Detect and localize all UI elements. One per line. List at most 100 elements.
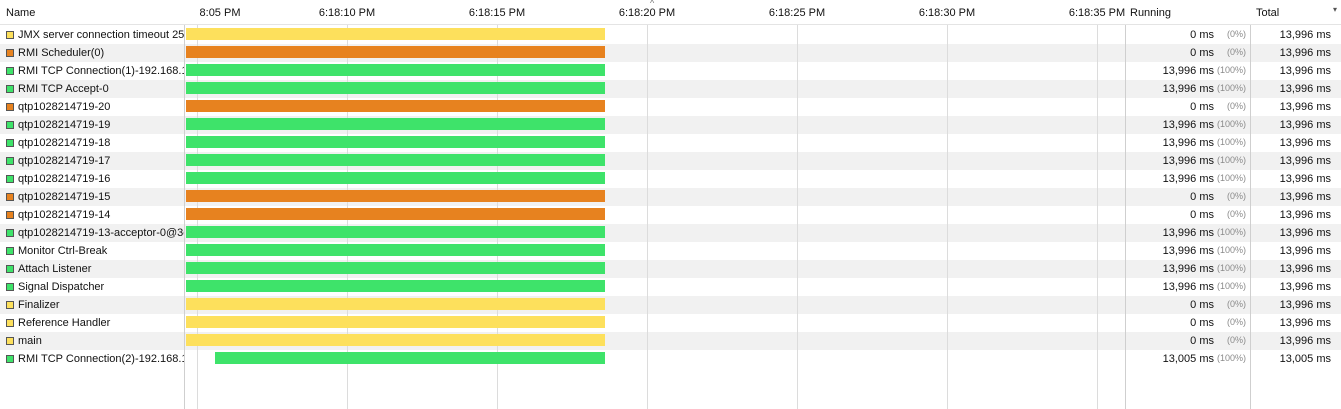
running-time: 13,996 ms <box>1162 83 1214 95</box>
thread-state-icon <box>6 283 14 291</box>
running-percent: (100%) <box>1216 281 1246 291</box>
running-time: 13,996 ms <box>1162 245 1214 257</box>
column-divider[interactable] <box>1125 24 1126 409</box>
thread-name-cell: qtp1028214719-14 <box>0 206 184 224</box>
thread-timeline-bar[interactable] <box>186 136 605 148</box>
total-time: 13,996 ms <box>1279 299 1331 311</box>
thread-timeline-bar[interactable] <box>186 298 605 310</box>
thread-row[interactable]: qtp1028214719-19 13,996 ms (100%) 13,996 ms <box>0 116 1341 134</box>
thread-row[interactable]: qtp1028214719-16 13,996 ms (100%) 13,996 ms <box>0 170 1341 188</box>
thread-state-icon <box>6 265 14 273</box>
thread-timeline-bar[interactable] <box>186 226 605 238</box>
thread-name-cell: qtp1028214719-18 <box>0 134 184 152</box>
thread-state-icon <box>6 301 14 309</box>
running-time: 0 ms <box>1190 191 1214 203</box>
thread-row[interactable]: Reference Handler 0 ms (0%) 13,996 ms <box>0 314 1341 332</box>
sort-descending-icon[interactable]: ▾ <box>1333 5 1338 14</box>
thread-name: JMX server connection timeout 25 <box>18 29 184 41</box>
thread-row[interactable]: qtp1028214719-17 13,996 ms (100%) 13,996 ms <box>0 152 1341 170</box>
thread-name-cell: RMI TCP Accept-0 <box>0 80 184 98</box>
thread-timeline-bar[interactable] <box>186 262 605 274</box>
running-time: 13,996 ms <box>1162 173 1214 185</box>
running-percent: (0%) <box>1226 101 1246 111</box>
thread-row[interactable]: qtp1028214719-20 0 ms (0%) 13,996 ms <box>0 98 1341 116</box>
thread-name-cell: RMI Scheduler(0) <box>0 44 184 62</box>
total-time: 13,996 ms <box>1279 119 1331 131</box>
thread-row[interactable]: Monitor Ctrl-Break 13,996 ms (100%) 13,996 … <box>0 242 1341 260</box>
thread-name: RMI TCP Connection(1)-192.168.1 <box>18 65 184 77</box>
thread-name-cell: qtp1028214719-16 <box>0 170 184 188</box>
thread-state-icon <box>6 319 14 327</box>
thread-timeline-bar[interactable] <box>186 280 605 292</box>
thread-name-cell: RMI TCP Connection(1)-192.168.1 <box>0 62 184 80</box>
time-tick-label: 6:18:15 PM <box>468 7 526 19</box>
name-column-header[interactable]: Name <box>6 7 36 19</box>
column-divider[interactable] <box>1250 24 1251 409</box>
thread-row[interactable]: RMI TCP Connection(2)-192.168.1 13,005 ms… <box>0 350 1341 368</box>
running-time: 13,996 ms <box>1162 263 1214 275</box>
thread-name-cell: qtp1028214719-15 <box>0 188 184 206</box>
thread-row[interactable]: RMI TCP Accept-0 13,996 ms (100%) 13,996 ms <box>0 80 1341 98</box>
total-time: 13,996 ms <box>1279 209 1331 221</box>
thread-name: main <box>18 335 42 347</box>
thread-timeline-bar[interactable] <box>186 82 605 94</box>
thread-name: RMI Scheduler(0) <box>18 47 105 59</box>
total-time: 13,996 ms <box>1279 227 1331 239</box>
total-column-header[interactable]: Total <box>1256 7 1280 19</box>
thread-timeline-bar[interactable] <box>186 316 605 328</box>
running-percent: (100%) <box>1216 83 1246 93</box>
total-time: 13,996 ms <box>1279 47 1331 59</box>
thread-timeline-bar[interactable] <box>186 118 605 130</box>
thread-name-cell: qtp1028214719-20 <box>0 98 184 116</box>
thread-row[interactable]: qtp1028214719-15 0 ms (0%) 13,996 ms <box>0 188 1341 206</box>
thread-row[interactable]: Finalizer 0 ms (0%) 13,996 ms <box>0 296 1341 314</box>
thread-timeline-bar[interactable] <box>186 190 605 202</box>
thread-timeline-bar[interactable] <box>186 334 605 346</box>
thread-name: qtp1028214719-18 <box>18 137 111 149</box>
running-column-header[interactable]: Running <box>1130 7 1171 19</box>
thread-timeline-bar[interactable] <box>186 154 605 166</box>
total-time: 13,996 ms <box>1279 281 1331 293</box>
total-time: 13,996 ms <box>1279 263 1331 275</box>
column-divider[interactable] <box>184 24 185 409</box>
thread-row[interactable]: JMX server connection timeout 25 0 ms (0%)… <box>0 26 1341 44</box>
thread-row[interactable]: RMI Scheduler(0) 0 ms (0%) 13,996 ms <box>0 44 1341 62</box>
running-percent: (100%) <box>1216 227 1246 237</box>
thread-name: qtp1028214719-17 <box>18 155 111 167</box>
thread-row[interactable]: main 0 ms (0%) 13,996 ms <box>0 332 1341 350</box>
thread-name-cell: qtp1028214719-17 <box>0 152 184 170</box>
thread-timeline-bar[interactable] <box>186 64 605 76</box>
thread-timeline-bar[interactable] <box>186 172 605 184</box>
running-time: 13,996 ms <box>1162 155 1214 167</box>
thread-timeline-bar[interactable] <box>186 208 605 220</box>
running-time: 0 ms <box>1190 209 1214 221</box>
thread-row[interactable]: qtp1028214719-14 0 ms (0%) 13,996 ms <box>0 206 1341 224</box>
thread-state-icon <box>6 337 14 345</box>
thread-name: qtp1028214719-19 <box>18 119 111 131</box>
thread-state-icon <box>6 193 14 201</box>
thread-timeline-bar[interactable] <box>186 244 605 256</box>
thread-name: Reference Handler <box>18 317 111 329</box>
thread-timeline-bar[interactable] <box>215 352 605 364</box>
timeline-gridline <box>1097 24 1098 409</box>
thread-row[interactable]: qtp1028214719-18 13,996 ms (100%) 13,996 ms <box>0 134 1341 152</box>
thread-timeline-bar[interactable] <box>186 28 605 40</box>
total-time: 13,996 ms <box>1279 245 1331 257</box>
running-percent: (0%) <box>1226 191 1246 201</box>
thread-name: RMI TCP Accept-0 <box>18 83 109 95</box>
caret-up-icon: ^ <box>650 0 655 8</box>
thread-name-cell: qtp1028214719-13-acceptor-0@3e <box>0 224 184 242</box>
thread-row[interactable]: Signal Dispatcher 13,996 ms (100%) 13,996 m… <box>0 278 1341 296</box>
thread-row[interactable]: Attach Listener 13,996 ms (100%) 13,996 ms <box>0 260 1341 278</box>
thread-name: qtp1028214719-13-acceptor-0@3e <box>18 227 184 239</box>
total-time: 13,996 ms <box>1279 29 1331 41</box>
thread-state-icon <box>6 247 14 255</box>
running-percent: (100%) <box>1216 263 1246 273</box>
thread-state-icon <box>6 103 14 111</box>
running-time: 13,005 ms <box>1162 353 1214 365</box>
thread-timeline-bar[interactable] <box>186 100 605 112</box>
running-percent: (100%) <box>1216 353 1246 363</box>
thread-timeline-bar[interactable] <box>186 46 605 58</box>
thread-row[interactable]: qtp1028214719-13-acceptor-0@3e 13,996 ms (… <box>0 224 1341 242</box>
thread-row[interactable]: RMI TCP Connection(1)-192.168.1 13,996 ms… <box>0 62 1341 80</box>
